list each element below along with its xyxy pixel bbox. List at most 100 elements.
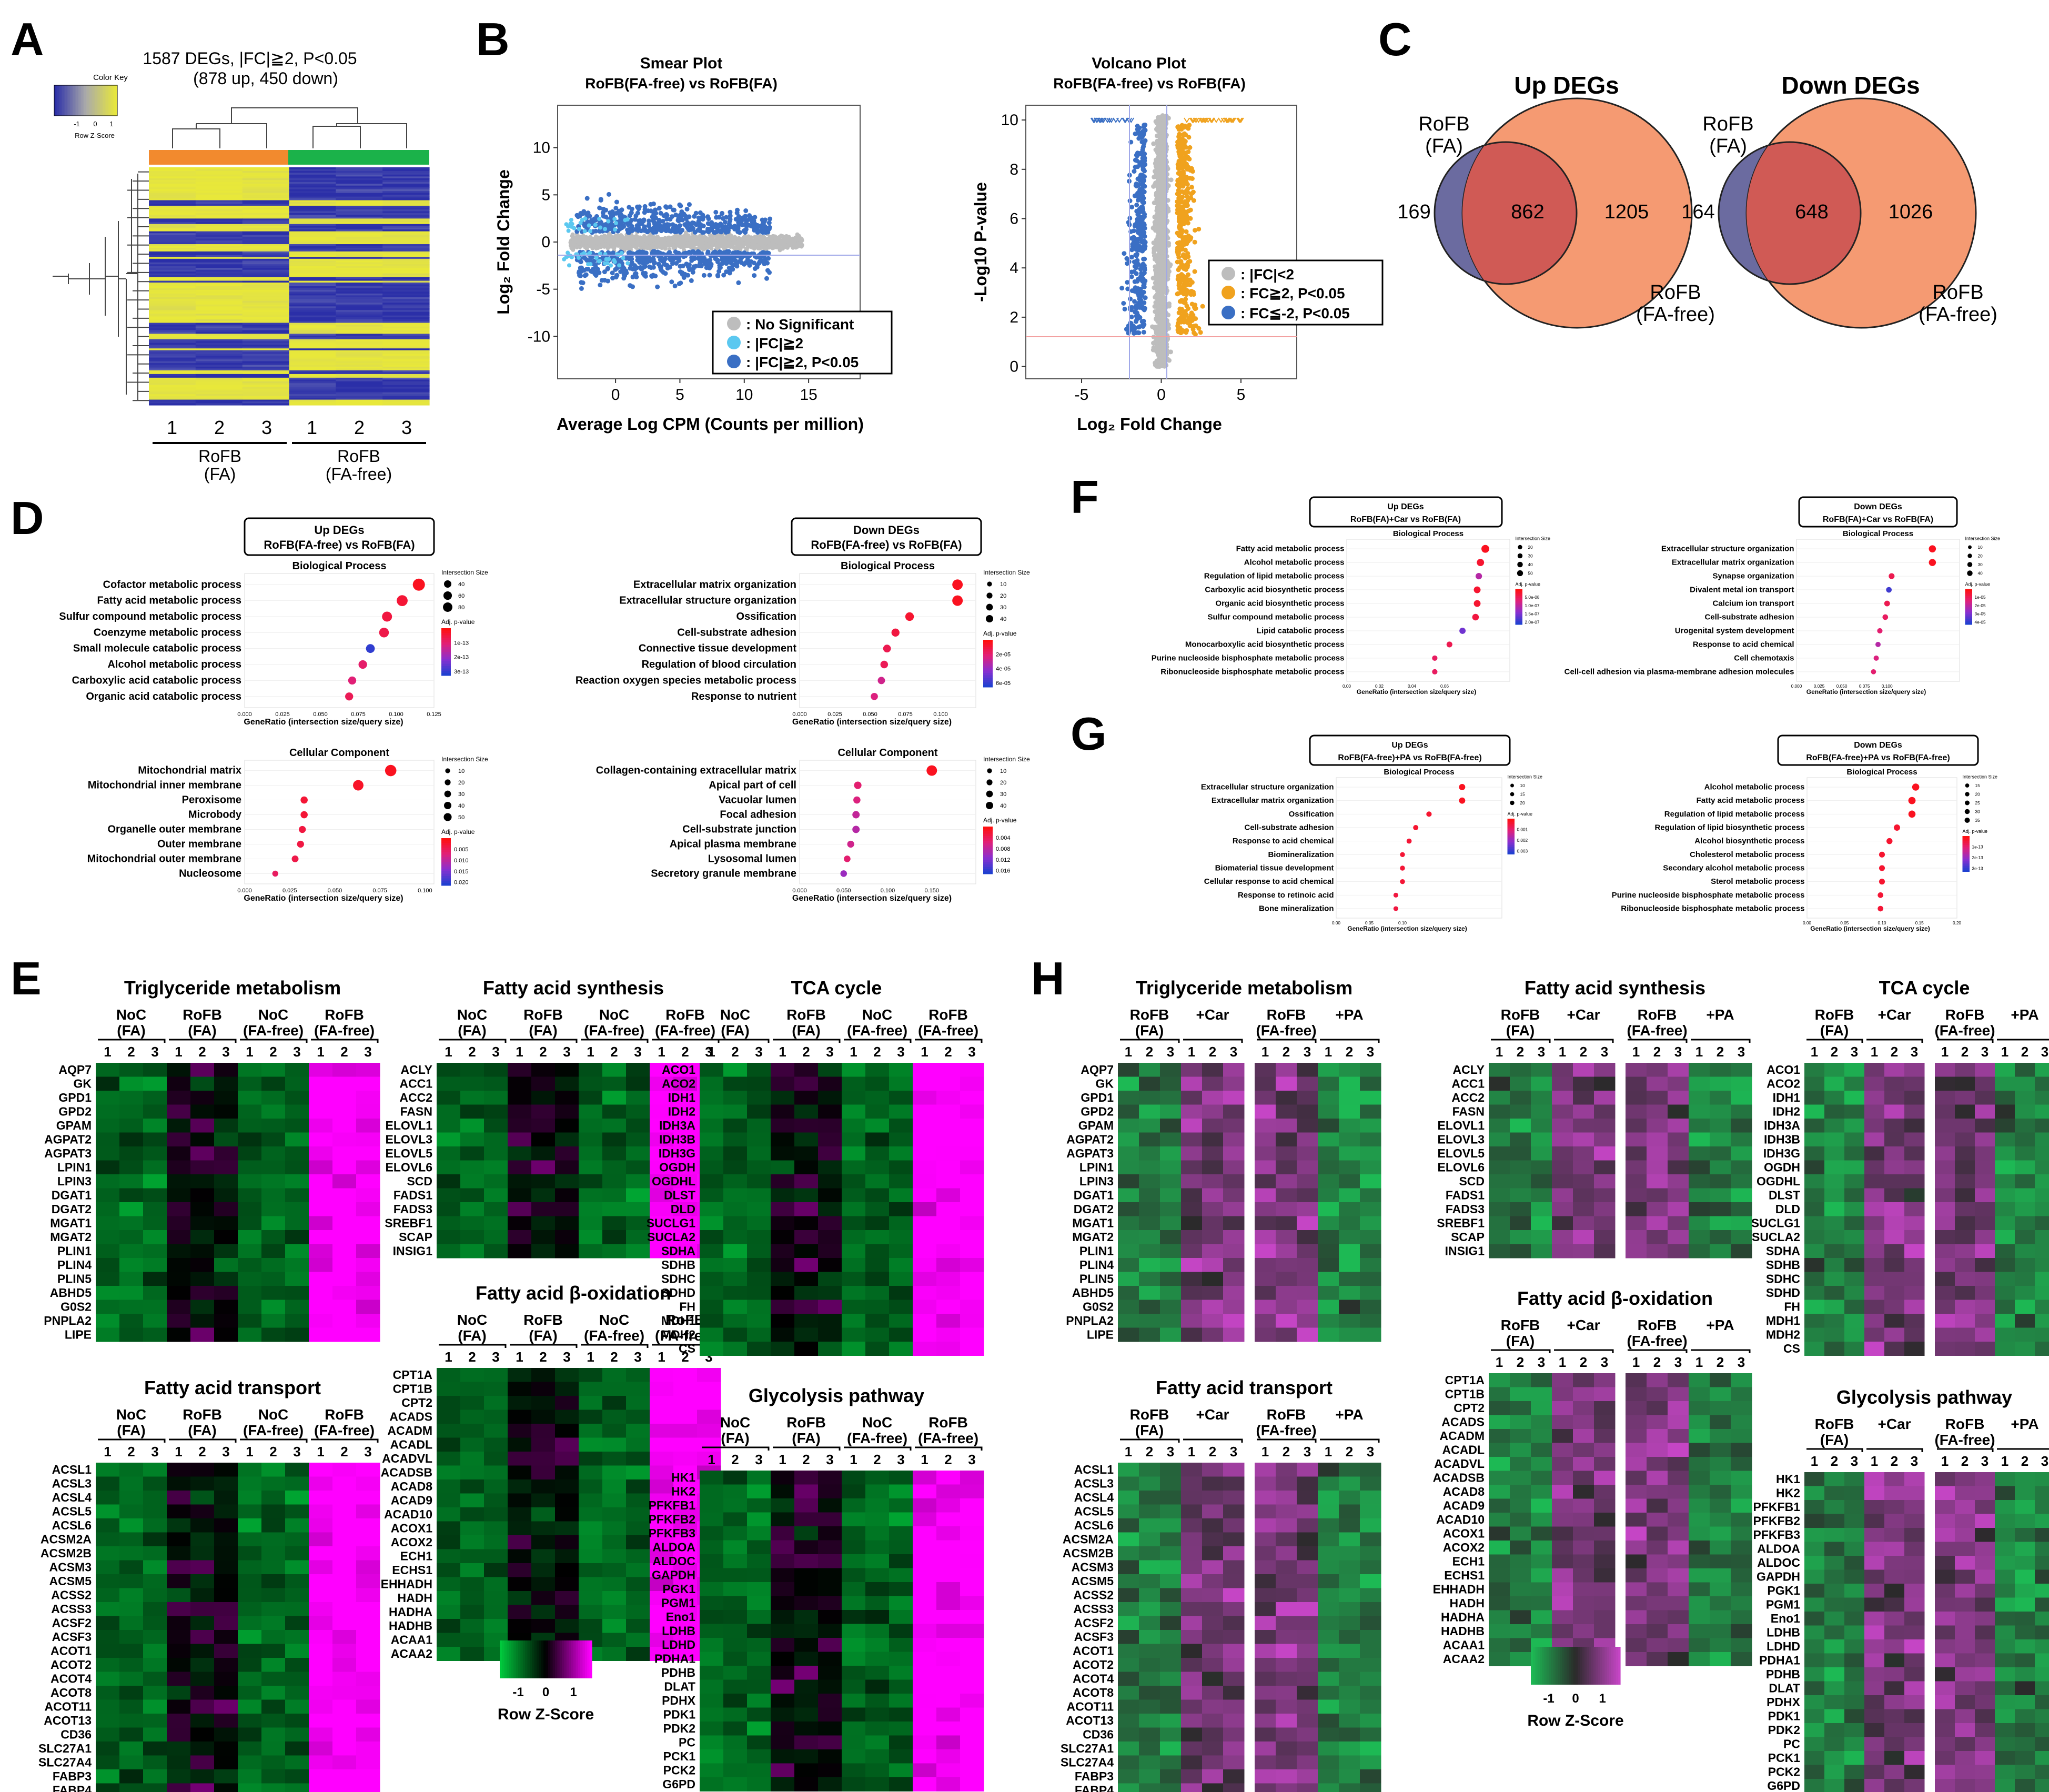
heat-cell bbox=[289, 291, 336, 294]
heat-cell bbox=[149, 314, 196, 316]
heat-cell bbox=[149, 209, 196, 212]
heat-cell bbox=[149, 268, 196, 270]
heat-cell bbox=[382, 291, 430, 294]
heat-cell bbox=[336, 198, 383, 201]
heat-cell bbox=[336, 299, 383, 301]
heat-cell bbox=[382, 319, 430, 321]
heat-cell bbox=[149, 377, 196, 380]
heat-cell bbox=[242, 204, 290, 206]
heat-cell bbox=[149, 173, 196, 175]
smear-point-nosig bbox=[661, 244, 665, 248]
heat-cell bbox=[242, 268, 290, 270]
smear-point-sig bbox=[580, 280, 586, 286]
smear-point-sig bbox=[658, 210, 663, 216]
heat-cell bbox=[289, 180, 336, 183]
smear-point-sig bbox=[724, 226, 729, 231]
heat-cell bbox=[195, 354, 243, 356]
heat-cell bbox=[242, 184, 290, 186]
key-swatch bbox=[73, 85, 75, 116]
heat-cell bbox=[242, 383, 290, 386]
heat-cell bbox=[242, 341, 290, 344]
heat-cell bbox=[382, 275, 430, 278]
heat-cell bbox=[149, 379, 196, 382]
panel-a-heatmap: 1587 DEGs, |FC|≧2, P<0.05 (878 up, 450 d… bbox=[53, 49, 430, 484]
heat-cell bbox=[195, 326, 243, 329]
heat-cell bbox=[195, 178, 243, 180]
heat-cell bbox=[195, 331, 243, 334]
heat-cell bbox=[382, 240, 430, 243]
volcano-point-up bbox=[1177, 206, 1183, 212]
heat-cell bbox=[289, 387, 336, 389]
smear-point-nosig bbox=[678, 234, 683, 239]
volcano-point-up bbox=[1181, 155, 1186, 160]
heat-cell bbox=[289, 279, 336, 281]
heat-cell bbox=[195, 258, 243, 261]
heat-cell bbox=[149, 222, 196, 225]
volcano-point-up bbox=[1179, 123, 1185, 128]
volcano-point-up bbox=[1200, 304, 1205, 309]
heat-cell bbox=[289, 403, 336, 406]
heat-cell bbox=[336, 291, 383, 294]
heatmap-a-dendrogram bbox=[53, 107, 407, 401]
heat-cell bbox=[382, 352, 430, 355]
heat-cell bbox=[242, 207, 290, 210]
volcano-point-up bbox=[1175, 143, 1180, 148]
heat-cell bbox=[336, 247, 383, 250]
volcano-point-up bbox=[1189, 185, 1194, 190]
heat-cell bbox=[382, 277, 430, 279]
smear-point-sig bbox=[632, 217, 638, 222]
heat-cell bbox=[289, 249, 336, 252]
heat-cell bbox=[242, 381, 290, 384]
smear-point-sig bbox=[579, 286, 584, 291]
smear-point-nosig bbox=[735, 237, 740, 241]
heat-cell bbox=[382, 326, 430, 329]
heat-cell bbox=[336, 295, 383, 298]
smear-point-sig bbox=[679, 211, 684, 216]
heat-cell bbox=[195, 269, 243, 272]
heat-cell bbox=[336, 204, 383, 206]
heat-cell bbox=[382, 399, 430, 402]
heat-cell bbox=[336, 170, 383, 174]
volcano-point-up bbox=[1176, 134, 1182, 139]
smear-point-nosig bbox=[660, 239, 664, 244]
volcano-point-up bbox=[1176, 170, 1181, 176]
heat-cell bbox=[336, 356, 383, 358]
heat-cell bbox=[242, 277, 290, 279]
heat-cell bbox=[289, 193, 336, 195]
smear-point-sig bbox=[676, 255, 681, 260]
smear-point-sig bbox=[613, 210, 619, 216]
heat-cell bbox=[149, 319, 196, 321]
smear-point-sig bbox=[644, 229, 650, 235]
volcano-point-up bbox=[1183, 283, 1188, 288]
heat-cell bbox=[242, 372, 290, 375]
smear-point-fc bbox=[566, 228, 571, 233]
heat-cell bbox=[289, 233, 336, 236]
heat-cell bbox=[149, 306, 196, 309]
smear-point-sig bbox=[587, 214, 592, 219]
heat-cell bbox=[242, 200, 290, 203]
smear-point-sig bbox=[671, 207, 677, 213]
smear-point-nosig bbox=[599, 234, 604, 239]
heat-cell bbox=[289, 390, 336, 393]
smear-legend-2: : |FC|≧2 bbox=[746, 335, 803, 351]
heat-cell bbox=[242, 257, 290, 259]
heat-cell bbox=[289, 306, 336, 309]
heat-cell bbox=[289, 376, 336, 378]
panel-letter-f: F bbox=[1071, 471, 1099, 523]
heat-cell bbox=[336, 227, 383, 230]
heat-cell bbox=[242, 258, 290, 261]
smear-point-sig bbox=[668, 204, 673, 209]
heat-cell bbox=[336, 401, 383, 404]
smear-point-sig bbox=[742, 261, 747, 267]
heat-cell bbox=[195, 357, 243, 360]
heat-cell bbox=[289, 299, 336, 301]
heat-cell bbox=[289, 262, 336, 265]
heat-cell bbox=[149, 317, 196, 320]
smear-point-sig bbox=[698, 216, 703, 221]
heat-cell bbox=[382, 387, 430, 389]
heat-cell bbox=[289, 170, 336, 174]
heat-cell bbox=[382, 306, 430, 309]
heat-cell bbox=[382, 343, 430, 345]
heat-cell bbox=[382, 257, 430, 259]
smear-point-nosig bbox=[611, 245, 616, 250]
